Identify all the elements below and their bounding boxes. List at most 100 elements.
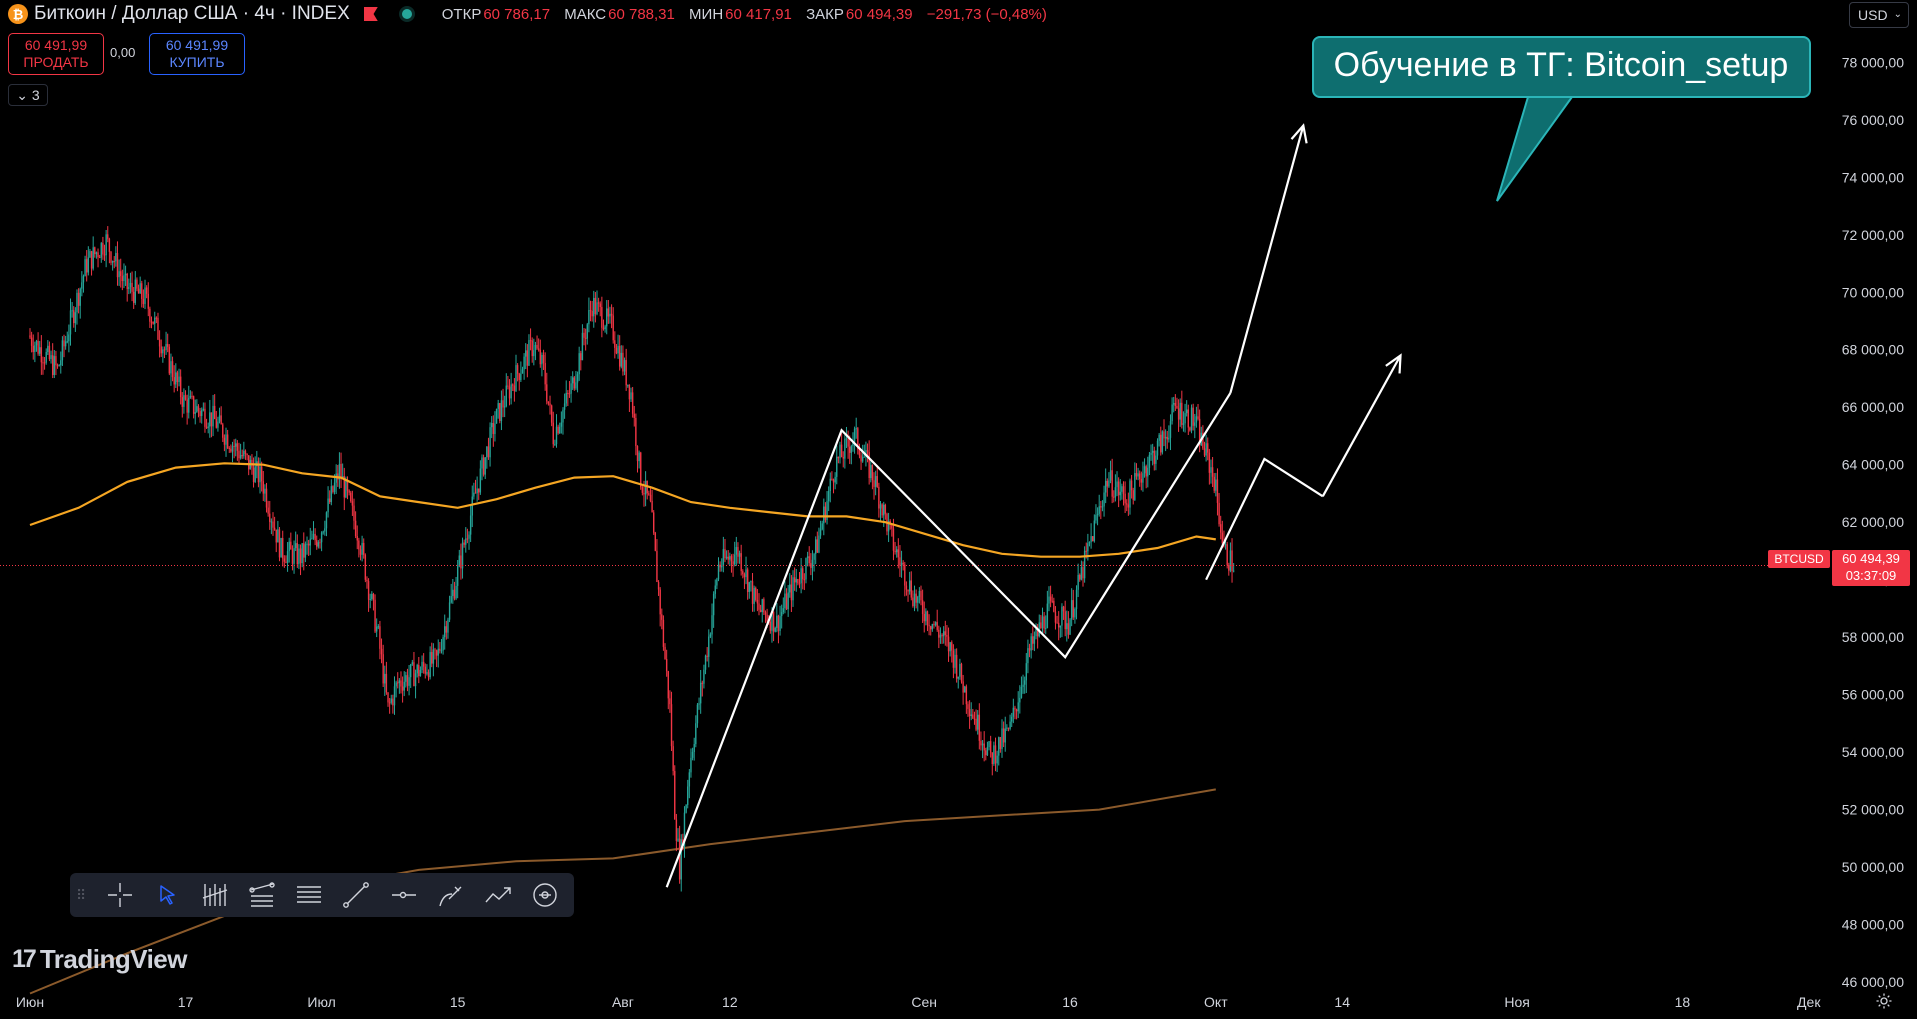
pattern-line[interactable] (1205, 457, 1324, 581)
candle-body (199, 411, 201, 416)
candle-body (944, 631, 946, 636)
candle-body (123, 275, 125, 282)
candle-body (230, 448, 232, 452)
candle-body (1151, 450, 1154, 453)
time-tick-label: Ноя (1504, 994, 1529, 1010)
candle-body (861, 456, 864, 462)
candle-body (584, 337, 587, 339)
candle-body (1134, 473, 1136, 500)
candle-body (630, 392, 632, 400)
time-tick-label: Дек (1797, 994, 1821, 1010)
candle-body (1116, 481, 1118, 488)
candle-body (375, 626, 378, 632)
candle-body (604, 326, 606, 330)
candle-body (994, 745, 997, 764)
candle-body (50, 355, 52, 360)
candle-body (926, 611, 929, 626)
candle-body (816, 539, 819, 553)
callout-pointer (1496, 96, 1574, 202)
candle-body (834, 476, 836, 483)
circle-target-icon[interactable] (527, 876, 564, 914)
candle-body (776, 615, 778, 628)
candle-body (286, 551, 289, 563)
fib-retracement-icon[interactable] (196, 876, 233, 914)
pattern-line[interactable] (665, 392, 1232, 888)
candle-body (154, 317, 156, 324)
candle-body (782, 608, 784, 613)
candle-body (400, 680, 402, 687)
indicators-toggle-button[interactable]: ⌄ 3 (8, 84, 48, 106)
trend-line-icon[interactable] (338, 876, 375, 914)
candle-body (547, 401, 550, 404)
candle-body (294, 543, 297, 549)
candle-body (873, 480, 875, 487)
candle-body (147, 293, 149, 309)
gear-icon[interactable] (1875, 992, 1893, 1015)
ma-short-line (29, 462, 1216, 558)
candle-body (1092, 536, 1094, 542)
candle-body (1054, 611, 1057, 623)
symbol-title[interactable]: Биткоин / Доллар США · 4ч · INDEX (34, 3, 350, 24)
candle-body (968, 708, 971, 717)
candle-body (1211, 467, 1214, 477)
candle-body (126, 273, 128, 290)
candle-body (952, 650, 955, 668)
fib-channel-icon[interactable] (243, 876, 280, 914)
tradingview-logo[interactable]: 17 TradingView (12, 944, 188, 975)
candle-body (77, 292, 80, 306)
candle-body (238, 450, 240, 459)
candle-body (440, 650, 443, 652)
sell-button[interactable]: 60 491,99 ПРОДАТЬ (8, 33, 104, 75)
candle-body (377, 626, 379, 628)
candle-body (1025, 663, 1027, 681)
candle-body (1229, 550, 1232, 571)
crosshair-icon[interactable] (102, 876, 139, 914)
candle-body (1203, 448, 1206, 456)
candle-body (1171, 404, 1173, 422)
candle-body (717, 564, 720, 580)
candle-body (597, 302, 600, 304)
candle-body (330, 486, 333, 503)
candle-body (811, 559, 814, 568)
candle-body (388, 702, 391, 704)
horizontal-lines-icon[interactable] (291, 876, 328, 914)
flag-icon[interactable] (363, 7, 378, 21)
candle-body (183, 395, 185, 407)
candle-body (86, 259, 88, 273)
candle-body (1056, 622, 1058, 624)
forecast-arrow[interactable] (1321, 354, 1402, 497)
brush-icon[interactable] (432, 876, 469, 914)
candle-body (173, 377, 175, 385)
candle-body (578, 353, 580, 375)
candle-body (805, 558, 807, 580)
candle-body (469, 515, 472, 535)
candle-body (1181, 402, 1183, 425)
arrow-head (1385, 353, 1402, 374)
candle-body (563, 403, 566, 410)
candle-body (97, 252, 99, 258)
candle-body (674, 770, 676, 820)
candle-body (555, 426, 558, 445)
cursor-icon[interactable] (149, 876, 186, 914)
candle-body (291, 549, 294, 564)
drag-handle-icon[interactable]: ⠿ (76, 886, 86, 903)
candle-body (879, 504, 882, 509)
horizontal-ray-icon[interactable] (385, 876, 422, 914)
candle-body (690, 757, 692, 773)
candle-body (896, 549, 898, 553)
currency-select[interactable]: USD ⌄ (1849, 2, 1909, 28)
candle-body (1082, 567, 1084, 579)
forecast-arrow[interactable] (1229, 125, 1305, 394)
price-tick-label: 70 000,00 (1842, 284, 1904, 300)
candle-body (983, 743, 985, 751)
candle-body (1215, 479, 1217, 491)
candle-body (1045, 627, 1047, 629)
candle-body (562, 409, 564, 423)
candle-body (118, 271, 120, 278)
candle-body (708, 636, 710, 657)
annotation-callout[interactable]: Обучение в ТГ: Bitcoin_setup (1312, 36, 1811, 202)
path-icon[interactable] (480, 876, 517, 914)
buy-button[interactable]: 60 491,99 КУПИТЬ (149, 33, 245, 75)
candle-body (296, 543, 298, 565)
